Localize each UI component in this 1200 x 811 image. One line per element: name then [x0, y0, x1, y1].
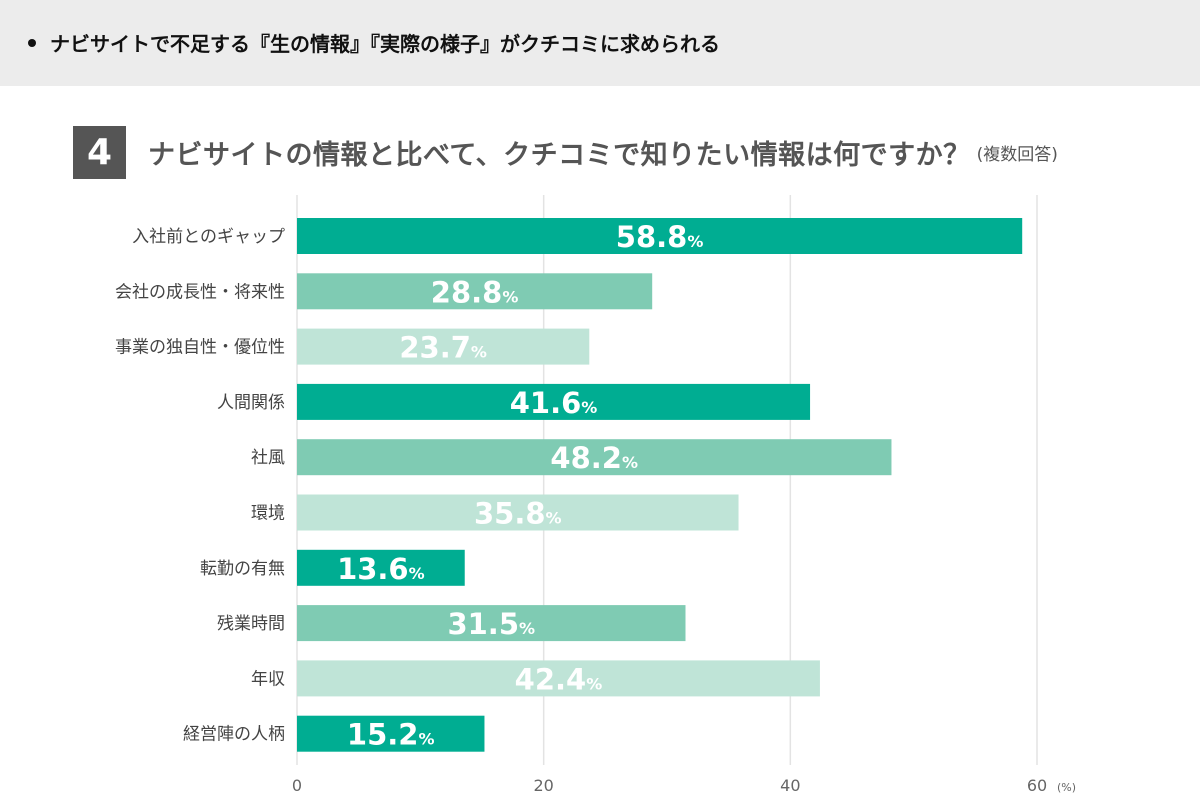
bar: [297, 218, 1023, 254]
bullet-icon: [28, 38, 36, 47]
tick-label: 40: [780, 776, 800, 795]
tick-label: 20: [533, 776, 553, 795]
bar: [297, 273, 653, 310]
category-label: 入社前とのギャップ: [132, 227, 285, 247]
category-label: 環境: [251, 504, 285, 524]
category-label: 年収: [251, 669, 285, 689]
bar: [297, 494, 739, 531]
axis-unit-label: (%): [1057, 781, 1076, 794]
bar: [297, 549, 465, 586]
value-label: 42.4%: [515, 662, 603, 696]
header-text: ナビサイトで不足する『生の情報』『実際の様子』がクチコミに求められる: [50, 32, 720, 56]
category-label: 転勤の有無: [200, 559, 285, 579]
bar: [297, 328, 590, 365]
category-label: 経営陣の人柄: [183, 725, 285, 745]
tick-label: 60: [1027, 776, 1047, 795]
header-item: ナビサイトで不足する『生の情報』『実際の様子』がクチコミに求められる: [28, 28, 720, 57]
category-label: 残業時間: [217, 614, 285, 634]
category-label: 人間関係: [217, 393, 285, 413]
bar: [297, 605, 686, 642]
bar-chart: 入社前とのギャップ 58.8%会社の成長性・将来性 28.8%事業の独自性・優位性 2…: [115, 195, 1076, 795]
question-number: 4: [73, 125, 126, 179]
bar: [297, 439, 892, 476]
header-band: ナビサイトで不足する『生の情報』『実際の様子』がクチコミに求められる: [0, 0, 1200, 86]
category-label: 事業の独自性・優位性: [115, 338, 285, 358]
value-label: 13.6%: [337, 552, 425, 586]
category-label: 社風: [251, 448, 285, 468]
category-label: 会社の成長性・将来性: [115, 282, 285, 302]
bar: [297, 383, 811, 420]
question-heading: 4 ナビサイトの情報と比べて、クチコミで知りたい情報は何ですか？ (複数回答): [73, 124, 1058, 180]
question-note: (複数回答): [976, 144, 1058, 165]
bar: [297, 715, 485, 752]
bar: [297, 660, 820, 697]
question-text: ナビサイトの情報と比べて、クチコミで知りたい情報は何ですか？: [148, 139, 971, 171]
tick-label: 0: [292, 776, 302, 795]
